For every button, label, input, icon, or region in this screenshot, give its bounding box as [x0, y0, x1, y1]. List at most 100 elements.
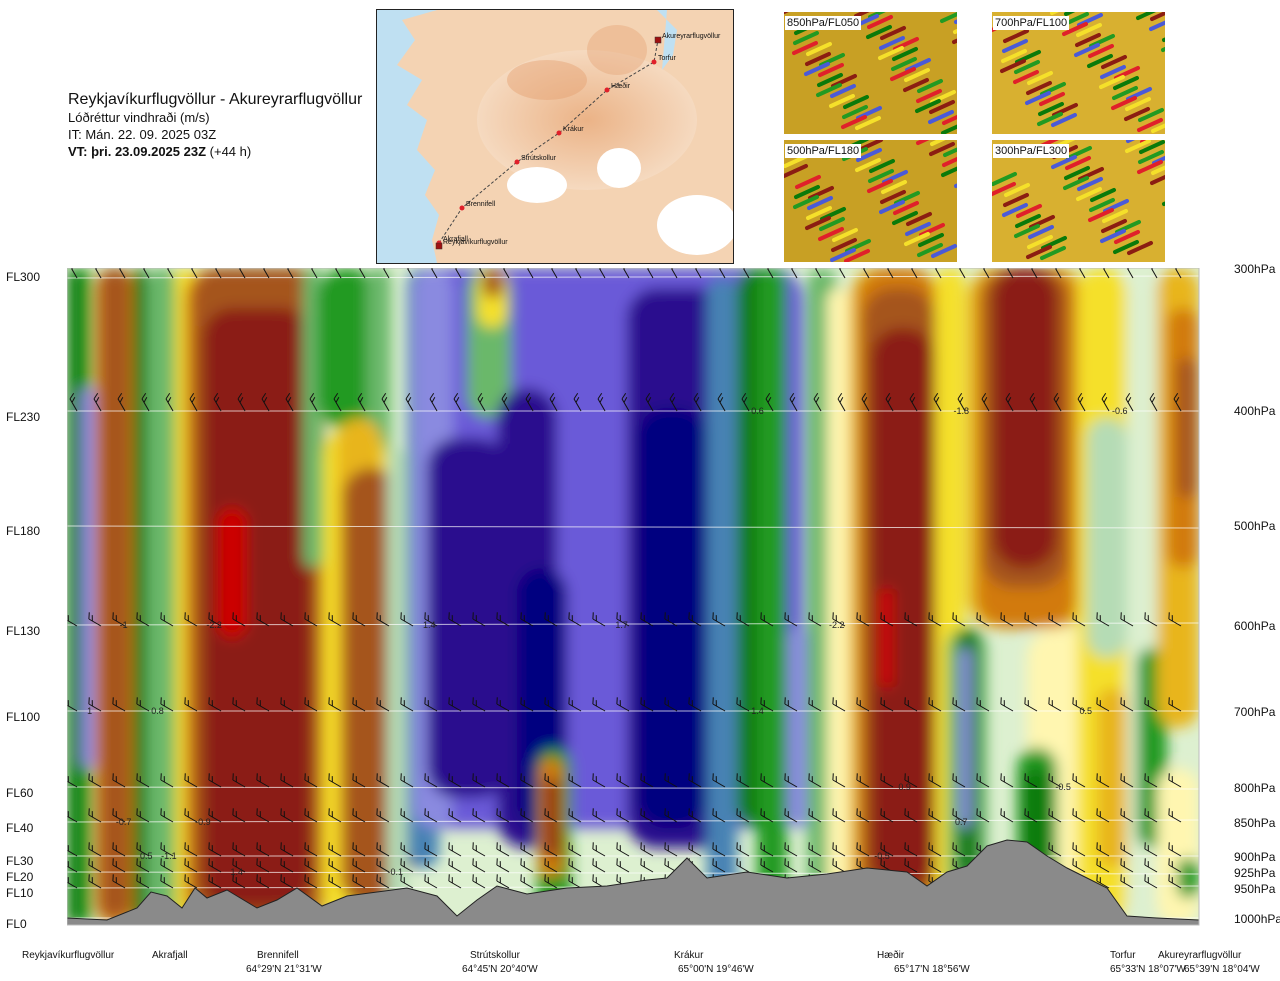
wind-field-region [81, 388, 95, 768]
thumbnail-850hpa[interactable]: 850hPa/FL050 [784, 12, 957, 134]
waypoint-marker[interactable] [651, 59, 657, 65]
waypoint-marker[interactable] [604, 87, 610, 93]
wind-barb [1120, 808, 1134, 823]
thumbnail-field [906, 212, 932, 226]
thumbnail-field [1149, 20, 1165, 31]
wind-barb [88, 773, 102, 788]
wind-barb [208, 858, 222, 873]
wind-barb [424, 773, 438, 788]
wind-barb [424, 874, 438, 889]
pressure-label: 900hPa [1234, 850, 1276, 864]
wind-barb [549, 393, 558, 412]
wind-barb [952, 842, 966, 857]
thumbnail-map [992, 140, 1165, 262]
wind-barb [189, 393, 198, 412]
airport-marker[interactable] [435, 242, 443, 250]
thumbnail-field [904, 232, 930, 246]
wind-barb [1144, 874, 1158, 889]
wind-barb [1000, 808, 1014, 823]
wind-barb [784, 842, 798, 857]
thumbnail-field [903, 78, 929, 92]
wind-barb [424, 697, 438, 712]
airport-marker[interactable] [654, 36, 662, 44]
thumbnail-field [1138, 150, 1164, 164]
wind-barb [520, 874, 534, 889]
pressure-label: 500hPa [1234, 519, 1276, 533]
map-fjord [657, 10, 677, 70]
thumbnail-field [905, 222, 931, 236]
wind-value-label: 0.5 [140, 851, 153, 861]
wind-barb [741, 393, 750, 412]
wind-barb [184, 842, 198, 857]
wind-barb [448, 858, 462, 873]
wind-barb [136, 874, 150, 889]
thumbnail-field [892, 211, 918, 225]
wind-barb [976, 773, 990, 788]
wind-value-label: 1.4 [751, 706, 764, 716]
thumbnail-field [1151, 123, 1165, 133]
wind-barb [376, 874, 390, 889]
station-label: Strútskollur [470, 950, 521, 961]
thumbnail-500hpa[interactable]: 500hPa/FL180 [784, 140, 957, 262]
thumbnail-field [867, 15, 893, 29]
wind-field-region [317, 268, 377, 428]
wind-barb [568, 808, 582, 823]
thumbnail-field [881, 180, 907, 194]
waypoint-marker[interactable] [459, 205, 465, 211]
wind-barb [376, 808, 390, 823]
fl-label: FL100 [6, 710, 41, 724]
variable-label: Lóðréttur vindhraði (m/s) [68, 110, 210, 125]
wind-barb [208, 808, 222, 823]
map-point-label: Brennifell [466, 201, 496, 208]
wind-barb [136, 858, 150, 873]
wind-field-region [959, 648, 971, 828]
wind-field-region [203, 308, 311, 908]
wind-barb [1048, 773, 1062, 788]
wind-barb [904, 773, 918, 788]
waypoint-marker[interactable] [514, 159, 520, 165]
station-coord: 65°33'N 18°07'W [1110, 964, 1186, 975]
thumbnail-field [1062, 22, 1088, 36]
wind-barb [496, 874, 510, 889]
thumbnail-field [1089, 198, 1115, 212]
thumbnail-label: 850hPa/FL050 [785, 16, 862, 30]
wind-value-label: -0.9 [195, 817, 211, 827]
wind-barb [400, 842, 414, 857]
wind-barb [352, 773, 366, 788]
thumbnail-300hpa[interactable]: 300hPa/FL300 [992, 140, 1165, 262]
wind-barb [136, 697, 150, 712]
wind-barb [256, 612, 270, 627]
wind-barb [928, 808, 942, 823]
wind-barb [88, 842, 102, 857]
wind-barb [352, 874, 366, 889]
thumbnail-field [1075, 33, 1101, 47]
thumbnail-700hpa[interactable]: 700hPa/FL100 [992, 12, 1165, 134]
wind-barb [261, 393, 270, 412]
wind-barb [693, 393, 702, 412]
wind-barb [448, 773, 462, 788]
wind-barb [760, 697, 774, 712]
wind-barb [112, 808, 126, 823]
thumbnail-field [1101, 55, 1127, 69]
thumbnail-field [942, 156, 957, 167]
wind-barb [1072, 808, 1086, 823]
wind-barb [664, 842, 678, 857]
cross-section-chart: 1 -1 -0.7 0.5 0.8 -1.1 -0.9 -2.2 1.4 -0.1 1.4 1.7 0.… [67, 268, 1200, 926]
wind-barb [1096, 612, 1110, 627]
wind-barb [784, 858, 798, 873]
map-point-label: Hæðir [611, 82, 631, 90]
lead-time: (+44 h) [209, 144, 252, 159]
wind-barb [760, 612, 774, 627]
wind-barb [117, 393, 126, 412]
wind-barb [789, 393, 798, 412]
wind-barb [1000, 697, 1014, 712]
thumbnail-field [805, 216, 831, 230]
thumbnail-field [879, 200, 905, 214]
wind-field-region [879, 588, 893, 688]
wind-barb [112, 773, 126, 788]
thumbnail-field [1026, 81, 1052, 95]
thumbnail-map [992, 12, 1165, 134]
map-point-label: Akureyrarflugvöllur [662, 33, 721, 40]
wind-barb [304, 874, 318, 889]
waypoint-marker[interactable] [556, 130, 562, 136]
